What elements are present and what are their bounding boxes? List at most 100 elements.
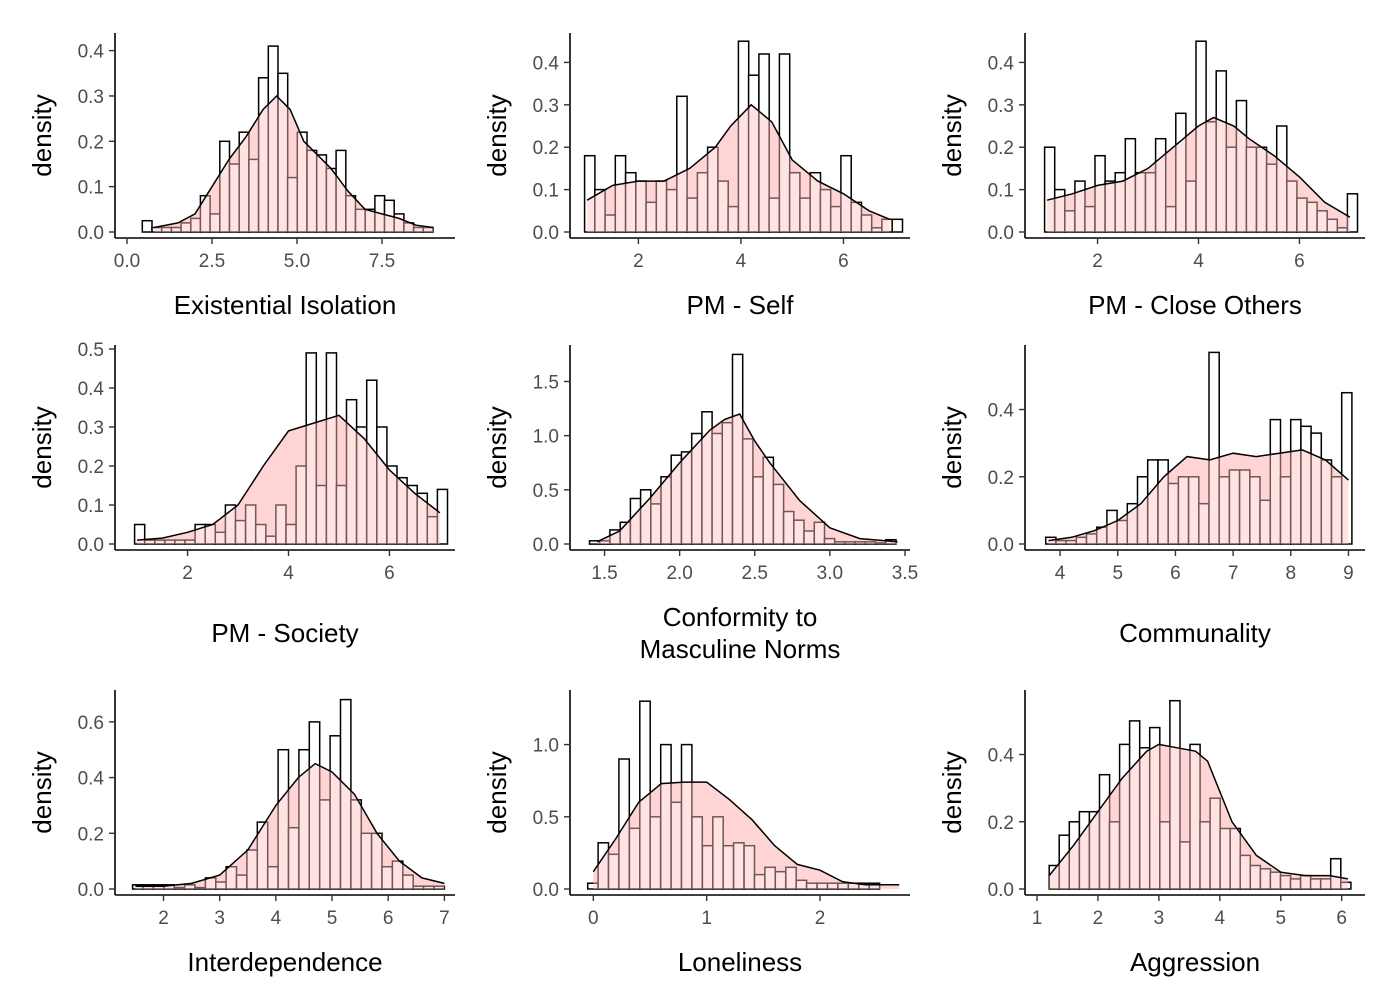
x-tick-label: 6 — [1336, 908, 1347, 929]
density-area-overlay — [587, 104, 890, 232]
y-tick-label: 0.0 — [533, 880, 559, 901]
x-tick-label: 6 — [383, 908, 394, 929]
x-tick-label: 4 — [1215, 908, 1226, 929]
histogram-bar — [1275, 125, 1288, 233]
x-tick-label: 5 — [327, 908, 338, 929]
density-area-overlay — [593, 782, 900, 889]
y-tick-label: 0.4 — [988, 53, 1015, 74]
x-tick-label: 6 — [838, 251, 849, 272]
y-tick-label: 0.3 — [533, 96, 559, 117]
x-tick-label: 9 — [1343, 563, 1354, 584]
panel-5: 0.0 0.5 1.0 1.5 1.5 2.0 2.5 3.0 3.5 Conformity to… — [482, 345, 918, 664]
y-tick-label: 0.6 — [78, 713, 104, 734]
x-axis-title: PM - Self — [687, 290, 795, 320]
y-axis-title: density — [482, 94, 512, 176]
x-tick-label: 3 — [214, 908, 225, 929]
histogram-bar — [676, 95, 688, 233]
histogram-bar — [1340, 391, 1353, 545]
histogram-bar — [778, 53, 791, 233]
histogram-bar — [1326, 218, 1339, 233]
histogram-bar — [840, 154, 852, 233]
x-tick-label: 6 — [384, 563, 395, 584]
y-tick-label: 1.0 — [533, 427, 559, 448]
y-axis-title: density — [27, 406, 57, 488]
y-tick-label: 0.0 — [78, 535, 104, 556]
x-tick-label: 2 — [633, 251, 644, 272]
x-tick-label: 1 — [701, 908, 712, 929]
x-tick-label: 0.0 — [114, 251, 140, 272]
y-tick-label: 0.2 — [78, 457, 104, 478]
y-tick-label: 0.3 — [988, 96, 1014, 117]
x-axis-title: Interdependence — [187, 947, 382, 977]
histogram-bar — [277, 748, 290, 890]
density-area-overlay — [154, 96, 433, 232]
density-area-overlay — [1047, 117, 1350, 232]
panel-3: 0.0 0.1 0.2 0.3 0.4 2 4 6 PM - Close Others densi… — [937, 33, 1365, 320]
y-tick-label: 0.1 — [988, 181, 1014, 202]
y-tick-label: 0.1 — [533, 181, 559, 202]
histogram-bar — [758, 53, 770, 233]
histogram-bar — [1154, 137, 1167, 233]
panel-7: 0.0 0.2 0.4 0.6 2 3 4 5 6 7 Interdependence density — [27, 690, 455, 977]
x-tick-label: 2 — [1092, 251, 1103, 272]
x-tick-label: 8 — [1285, 563, 1296, 584]
histogram-bar — [1340, 881, 1352, 890]
panel-8: 0.0 0.5 1.0 0 1 2 Loneliness density — [482, 690, 910, 977]
density-line — [596, 413, 898, 543]
histogram-bar — [860, 214, 873, 233]
density-area-overlay — [135, 763, 445, 889]
x-tick-label: 7.5 — [369, 251, 395, 272]
y-tick-label: 0.2 — [988, 813, 1014, 834]
y-tick-label: 0.2 — [78, 132, 104, 153]
histogram-bar — [433, 885, 446, 890]
histogram-bar — [335, 149, 347, 233]
y-tick-label: 1.5 — [533, 373, 559, 394]
x-axis-title: Existential Isolation — [174, 290, 397, 320]
x-tick-label: 1 — [1032, 908, 1043, 929]
histogram-bar — [325, 352, 338, 545]
x-tick-label: 5 — [1275, 908, 1286, 929]
histogram-bar — [339, 698, 352, 890]
histogram-bar — [891, 218, 904, 233]
y-tick-label: 0.4 — [988, 401, 1015, 422]
y-tick-label: 0.4 — [78, 42, 105, 63]
histogram-bar — [594, 188, 606, 233]
x-tick-label: 4 — [1055, 563, 1066, 584]
histogram-bar — [868, 882, 881, 890]
x-tick-label: 6 — [1170, 563, 1181, 584]
y-axis-title: density — [937, 406, 967, 488]
y-tick-label: 0.0 — [988, 535, 1014, 556]
histogram-bar — [133, 523, 146, 545]
y-tick-label: 0.0 — [988, 223, 1014, 244]
y-axis-title: density — [937, 94, 967, 176]
y-tick-label: 0.5 — [533, 481, 559, 502]
y-tick-label: 0.3 — [78, 87, 104, 108]
y-tick-label: 0.2 — [533, 138, 559, 159]
x-axis-title: PM - Society — [211, 618, 358, 648]
y-tick-label: 0.2 — [78, 824, 104, 845]
density-line — [135, 762, 445, 887]
panel-9: 0.0 0.2 0.4 1 2 3 4 5 6 Aggression density — [937, 690, 1365, 977]
y-tick-label: 0.4 — [533, 53, 560, 74]
x-axis-title: PM - Close Others — [1088, 290, 1302, 320]
x-tick-label: 2.5 — [199, 251, 225, 272]
panel-4: 0.0 0.1 0.2 0.3 0.4 0.5 2 4 6 PM - Society density — [27, 340, 455, 648]
density-line — [1046, 116, 1351, 218]
density-area-overlay — [1049, 744, 1348, 889]
x-tick-label: 3.5 — [892, 563, 918, 584]
histogram-bar — [618, 758, 631, 890]
density-line — [1048, 449, 1349, 542]
y-axis-title: density — [27, 94, 57, 176]
x-tick-label: 2 — [182, 563, 193, 584]
x-axis-title: Loneliness — [678, 947, 802, 977]
y-tick-label: 0.0 — [533, 535, 559, 556]
x-tick-label: 2 — [1093, 908, 1104, 929]
density-area-overlay — [1048, 449, 1349, 544]
x-tick-label: 4 — [736, 251, 747, 272]
x-tick-label: 5 — [1112, 563, 1123, 584]
histogram-bar — [436, 488, 449, 545]
density-line — [592, 781, 900, 886]
histogram-bar — [256, 821, 269, 890]
histogram-bar — [1346, 193, 1359, 233]
y-tick-label: 0.5 — [533, 808, 559, 829]
